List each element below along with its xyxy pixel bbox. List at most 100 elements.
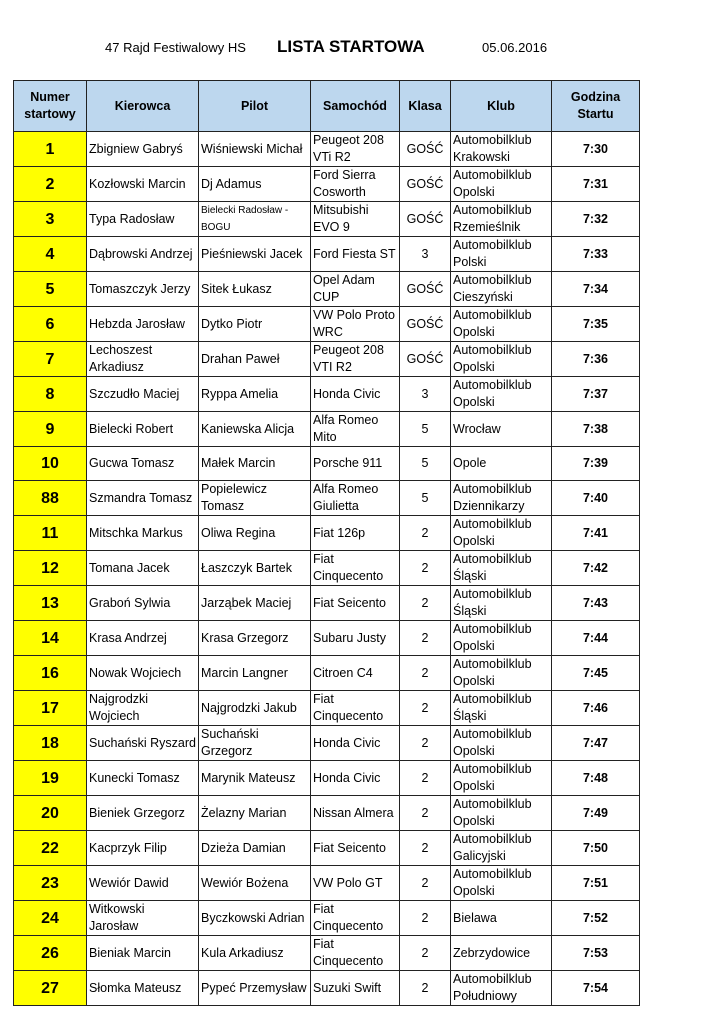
class-cell: GOŚĆ — [399, 201, 451, 237]
class-cell: 2 — [399, 865, 451, 901]
class-cell: 2 — [399, 900, 451, 936]
class-cell: GOŚĆ — [399, 341, 451, 377]
class-cell: 2 — [399, 515, 451, 551]
table-row: 3 Typa Radosław Bielecki Radosław - BOGU Mi… — [13, 201, 640, 237]
class-cell: 2 — [399, 830, 451, 866]
class-cell: 2 — [399, 690, 451, 726]
pilot-cell: Byczkowski Adrian — [198, 900, 311, 936]
pilot-cell: Suchański Grzegorz — [198, 725, 311, 761]
start-number-cell: 10 — [13, 446, 87, 481]
car-cell: Porsche 911 — [310, 446, 400, 481]
class-cell: 2 — [399, 550, 451, 586]
pilot-cell: Żelazny Marian — [198, 795, 311, 831]
table-row: 1 Zbigniew Gabryś Wiśniewski Michał Peugeot… — [13, 131, 640, 167]
table-row: 14 Krasa Andrzej Krasa Grzegorz Subaru Just… — [13, 620, 640, 656]
table-row: 17 Najgrodzki Wojciech Najgrodzki Jakub Fia… — [13, 690, 640, 726]
start-number-cell: 6 — [13, 306, 87, 342]
car-cell: Peugeot 208 VTi R2 — [310, 131, 400, 167]
driver-cell: Kozłowski Marcin — [86, 166, 199, 202]
car-cell: VW Polo GT — [310, 865, 400, 901]
car-cell: Ford Sierra Cosworth — [310, 166, 400, 202]
driver-cell: Graboń Sylwia — [86, 585, 199, 621]
table-row: 88 Szmandra Tomasz Popielewicz Tomasz Alfa … — [13, 480, 640, 516]
start-time-cell: 7:39 — [551, 446, 640, 481]
pilot-cell: Łaszczyk Bartek — [198, 550, 311, 586]
club-cell: Automobilklub Opolski — [450, 760, 552, 796]
column-header-club: Klub — [450, 80, 552, 132]
pilot-cell: Pypeć Przemysław — [198, 970, 311, 1006]
club-cell: Automobilklub Opolski — [450, 795, 552, 831]
pilot-cell: Dytko Piotr — [198, 306, 311, 342]
club-cell: Automobilklub Rzemieślnik — [450, 201, 552, 237]
club-cell: Automobilklub Opolski — [450, 341, 552, 377]
start-time-cell: 7:33 — [551, 236, 640, 272]
pilot-cell: Bielecki Radosław - BOGU — [198, 201, 311, 237]
club-cell: Zebrzydowice — [450, 935, 552, 971]
start-number-cell: 8 — [13, 376, 87, 412]
club-cell: Automobilklub Opolski — [450, 166, 552, 202]
start-time-cell: 7:38 — [551, 411, 640, 447]
car-cell: Fiat Seicento — [310, 585, 400, 621]
pilot-cell: Sitek Łukasz — [198, 271, 311, 307]
car-cell: Fiat Cinquecento — [310, 900, 400, 936]
start-number-cell: 13 — [13, 585, 87, 621]
driver-cell: Tomaszczyk Jerzy — [86, 271, 199, 307]
table-row: 2 Kozłowski Marcin Dj Adamus Ford Sierra Co… — [13, 166, 640, 202]
pilot-cell: Kula Arkadiusz — [198, 935, 311, 971]
column-header-driver: Kierowca — [86, 80, 199, 132]
driver-cell: Nowak Wojciech — [86, 655, 199, 691]
pilot-cell: Marynik Mateusz — [198, 760, 311, 796]
start-time-cell: 7:34 — [551, 271, 640, 307]
car-cell: Alfa Romeo Giulietta — [310, 480, 400, 516]
start-number-cell: 14 — [13, 620, 87, 656]
start-time-cell: 7:50 — [551, 830, 640, 866]
car-cell: Fiat Seicento — [310, 830, 400, 866]
start-number-cell: 5 — [13, 271, 87, 307]
driver-cell: Dąbrowski Andrzej — [86, 236, 199, 272]
club-cell: Automobilklub Opolski — [450, 620, 552, 656]
table-row: 4 Dąbrowski Andrzej Pieśniewski Jacek Ford … — [13, 236, 640, 272]
car-cell: Subaru Justy — [310, 620, 400, 656]
start-number-cell: 24 — [13, 900, 87, 936]
club-cell: Automobilklub Opolski — [450, 515, 552, 551]
start-number-cell: 3 — [13, 201, 87, 237]
table-row: 26 Bieniak Marcin Kula Arkadiusz Fiat Cinqu… — [13, 935, 640, 971]
start-time-cell: 7:48 — [551, 760, 640, 796]
club-cell: Automobilklub Opolski — [450, 376, 552, 412]
start-number-cell: 4 — [13, 236, 87, 272]
class-cell: 2 — [399, 970, 451, 1006]
class-cell: 2 — [399, 795, 451, 831]
driver-cell: Tomana Jacek — [86, 550, 199, 586]
class-cell: 3 — [399, 376, 451, 412]
start-time-cell: 7:49 — [551, 795, 640, 831]
event-name: 47 Rajd Festiwalowy HS — [105, 40, 246, 55]
car-cell: Alfa Romeo Mito — [310, 411, 400, 447]
class-cell: GOŚĆ — [399, 306, 451, 342]
driver-cell: Mitschka Markus — [86, 515, 199, 551]
start-number-cell: 1 — [13, 131, 87, 167]
start-number-cell: 11 — [13, 515, 87, 551]
club-cell: Bielawa — [450, 900, 552, 936]
start-number-cell: 22 — [13, 830, 87, 866]
driver-cell: Typa Radosław — [86, 201, 199, 237]
driver-cell: Suchański Ryszard — [86, 725, 199, 761]
start-time-cell: 7:47 — [551, 725, 640, 761]
club-cell: Automobilklub Opolski — [450, 865, 552, 901]
table-row: 19 Kunecki Tomasz Marynik Mateusz Honda Civ… — [13, 760, 640, 796]
pilot-cell: Najgrodzki Jakub — [198, 690, 311, 726]
pilot-cell: Popielewicz Tomasz — [198, 480, 311, 516]
start-number-cell: 16 — [13, 655, 87, 691]
club-cell: Wrocław — [450, 411, 552, 447]
class-cell: 2 — [399, 725, 451, 761]
club-cell: Automobilklub Opolski — [450, 725, 552, 761]
pilot-cell: Marcin Langner — [198, 655, 311, 691]
start-time-cell: 7:43 — [551, 585, 640, 621]
car-cell: Honda Civic — [310, 376, 400, 412]
start-time-cell: 7:42 — [551, 550, 640, 586]
class-cell: 2 — [399, 655, 451, 691]
car-cell: Honda Civic — [310, 760, 400, 796]
driver-cell: Krasa Andrzej — [86, 620, 199, 656]
start-number-cell: 19 — [13, 760, 87, 796]
table-header-row: Numer startowy Kierowca Pilot Samochód Klasa… — [13, 80, 640, 132]
start-number-cell: 23 — [13, 865, 87, 901]
